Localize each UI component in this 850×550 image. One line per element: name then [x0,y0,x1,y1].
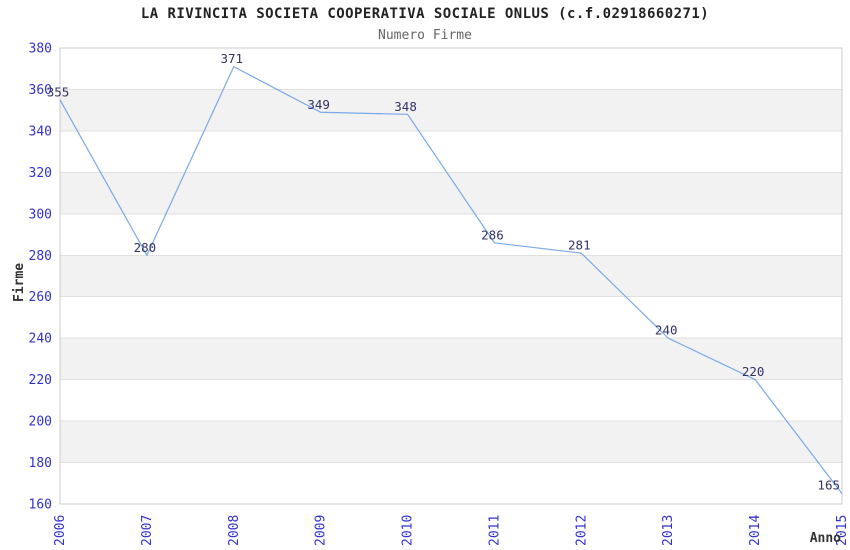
y-tick-label: 200 [29,415,52,430]
grid-band [60,421,842,463]
x-tick-label: 2010 [401,515,416,546]
y-tick-label: 260 [29,290,52,305]
grid-band [60,89,842,131]
x-tick-label: 2011 [487,515,502,546]
point-label: 349 [307,97,330,112]
x-tick-label: 2008 [227,515,242,546]
y-tick-label: 320 [29,166,52,181]
y-axis-title: Firme [12,262,27,302]
point-label: 286 [481,227,504,242]
x-tick-label: 2006 [53,515,68,546]
x-tick-label: 2015 [835,515,850,546]
point-label: 220 [742,364,765,379]
y-tick-label: 340 [29,124,52,139]
y-tick-label: 360 [29,83,52,98]
point-label: 281 [568,238,591,253]
x-axis-title: Anno [809,531,841,546]
y-tick-label: 380 [29,42,52,57]
point-label: 165 [817,478,840,493]
point-label: 240 [655,323,678,338]
x-tick-label: 2009 [314,515,329,546]
y-tick-label: 220 [29,373,52,388]
y-tick-label: 300 [29,207,52,222]
point-label: 348 [394,99,417,114]
point-label: 280 [134,240,157,255]
y-tick-label: 160 [29,498,52,513]
x-tick-label: 2014 [748,515,763,546]
y-tick-label: 180 [29,456,52,471]
grid-band [60,255,842,297]
y-tick-label: 240 [29,332,52,347]
chart-title: LA RIVINCITA SOCIETA COOPERATIVA SOCIALE… [140,6,710,22]
x-tick-label: 2007 [140,515,155,546]
y-tick-label: 280 [29,249,52,264]
point-label: 371 [220,51,243,66]
grid-band [60,338,842,380]
x-tick-label: 2013 [661,515,676,546]
series-line [59,65,843,495]
chart-subtitle: Numero Firme [378,28,472,43]
point-label: 355 [47,84,70,99]
x-tick-label: 2012 [574,515,589,546]
plot-border [59,47,843,505]
